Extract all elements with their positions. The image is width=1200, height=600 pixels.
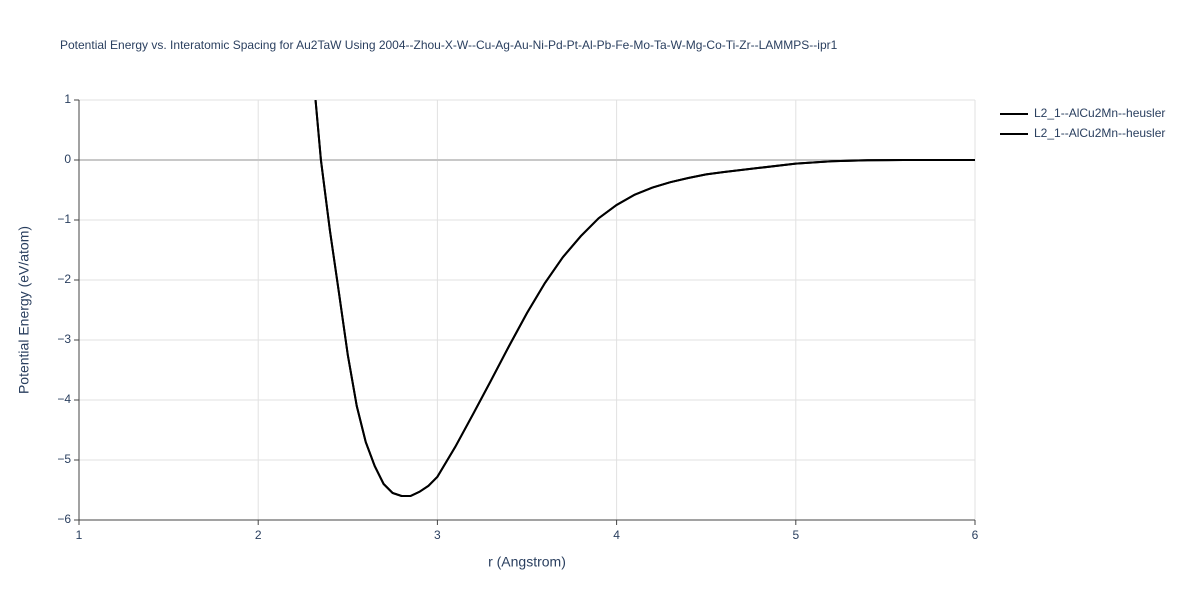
legend-label: L2_1--AlCu2Mn--heusler bbox=[1034, 106, 1165, 120]
y-tick-label: −2 bbox=[57, 272, 71, 286]
y-axis-title: Potential Energy (eV/atom) bbox=[16, 226, 32, 394]
x-tick-label: 5 bbox=[792, 528, 799, 542]
y-tick-label: −5 bbox=[57, 452, 71, 466]
x-tick-label: 2 bbox=[255, 528, 262, 542]
y-tick-label: −4 bbox=[57, 392, 71, 406]
x-tick-label: 4 bbox=[613, 528, 620, 542]
x-tick-label: 6 bbox=[972, 528, 979, 542]
x-axis-title: r (Angstrom) bbox=[488, 554, 566, 570]
y-tick-label: −1 bbox=[57, 212, 71, 226]
y-tick-label: 0 bbox=[64, 152, 71, 166]
x-tick-label: 1 bbox=[76, 528, 83, 542]
y-tick-label: 1 bbox=[64, 92, 71, 106]
y-tick-label: −3 bbox=[57, 332, 71, 346]
chart-title: Potential Energy vs. Interatomic Spacing… bbox=[60, 38, 838, 52]
x-tick-label: 3 bbox=[434, 528, 441, 542]
axes: 1 2 3 4 5 6 1 0 −1 −2 −3 −4 −5 −6 bbox=[57, 92, 978, 542]
legend-label: L2_1--AlCu2Mn--heusler bbox=[1034, 126, 1165, 140]
plot-area bbox=[314, 100, 975, 497]
series-line bbox=[314, 100, 975, 497]
grid bbox=[78, 99, 976, 521]
y-tick-label: −6 bbox=[57, 512, 71, 526]
